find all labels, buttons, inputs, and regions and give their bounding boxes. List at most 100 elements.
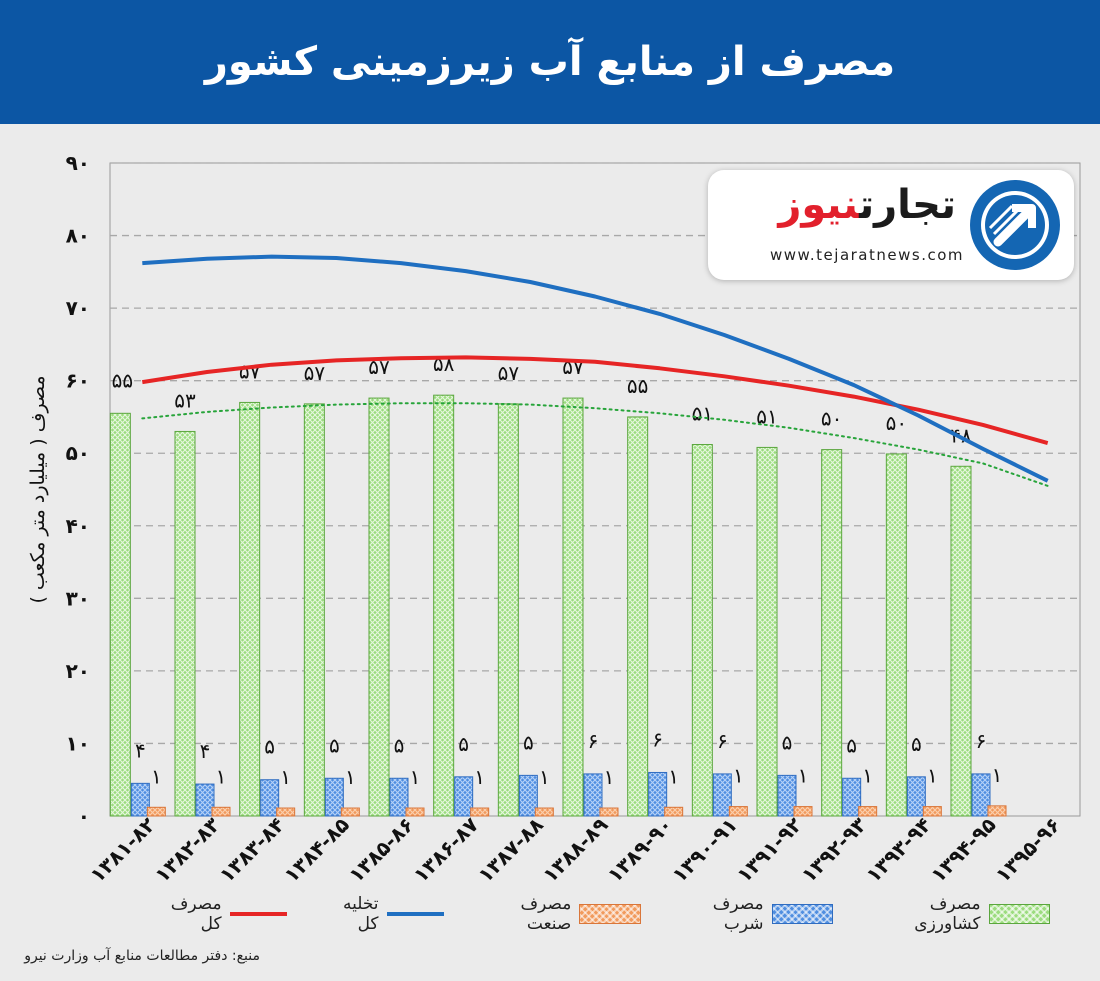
bar-drinking-data-label: ۵: [264, 735, 275, 759]
bar-industry-data-label: ۱: [216, 764, 227, 788]
x-tick-label: ۱۳۹۱-۹۲: [732, 813, 807, 888]
x-tick-label: ۱۳۸۳-۸۴: [215, 813, 290, 888]
bar-industry-data-label: ۱: [345, 765, 356, 789]
chart-legend: مصرف کشاورزی مصرف شرب مصرف صنعت تخلیه کل…: [150, 894, 1050, 934]
legend-swatch-agriculture: [988, 904, 1050, 924]
x-tick-label: ۱۳۹۲-۹۳: [797, 813, 872, 888]
y-tick-label: ۲۰: [66, 659, 90, 683]
x-tick-label: ۱۳۸۴-۸۵: [279, 813, 354, 888]
legend-label-total-use: مصرف کل: [170, 894, 222, 934]
bar-agriculture: [821, 449, 843, 817]
bar-agriculture-data-label: ۵۱: [692, 402, 713, 426]
bar-industry-data-label: ۱: [604, 765, 615, 789]
bar-agriculture: [303, 403, 325, 817]
legend-label-industry: مصرف صنعت: [520, 894, 572, 934]
bar-drinking-data-label: ۵: [394, 733, 405, 757]
legend-swatch-total-use: [229, 912, 288, 916]
x-tick-label: ۱۳۸۲-۸۳: [150, 813, 225, 888]
legend-item-industry: مصرف صنعت: [478, 894, 641, 934]
bar-drinking: [195, 783, 215, 817]
legend-label-total-discharge: تخلیه کل: [342, 894, 379, 934]
bar-industry: [470, 807, 490, 817]
logo-card: تجارتنیوز www.tejaratnews.com: [708, 170, 1074, 280]
bar-drinking: [389, 777, 409, 817]
bar-drinking: [777, 774, 797, 817]
bar-drinking: [454, 776, 474, 817]
bar-agriculture: [433, 394, 455, 817]
bar-agriculture-data-label: ۵۳: [174, 388, 196, 412]
legend-label-agriculture: مصرف کشاورزی: [914, 894, 981, 934]
bar-agriculture: [497, 403, 519, 817]
bar-agriculture: [109, 412, 131, 817]
bar-industry-data-label: ۱: [798, 764, 809, 788]
y-tick-label: ۱۰: [66, 731, 90, 755]
x-tick-label: ۱۳۸۷-۸۸: [473, 813, 548, 888]
bar-drinking-data-label: ۶: [588, 729, 599, 753]
bar-agriculture-data-label: ۵۷: [498, 361, 520, 385]
bar-drinking-data-label: ۵: [911, 732, 922, 756]
y-tick-label: ۷۰: [66, 296, 90, 320]
legend-swatch-industry: [579, 904, 641, 924]
x-tick-label: ۱۳۸۱-۸۲: [85, 813, 160, 888]
bar-industry: [276, 807, 296, 817]
bar-industry: [664, 806, 684, 817]
bar-industry: [858, 806, 878, 817]
bar-drinking-data-label: ۵: [329, 733, 340, 757]
bar-drinking-data-label: ۶: [652, 727, 663, 751]
bar-drinking: [648, 771, 668, 817]
bar-agriculture: [174, 430, 196, 817]
bar-industry-data-label: ۱: [927, 764, 938, 788]
bar-drinking-data-label: ۵: [458, 732, 469, 756]
bar-drinking: [518, 774, 538, 817]
bar-drinking: [130, 782, 150, 817]
x-tick-label: ۱۳۸۸-۸۹: [538, 813, 613, 888]
bar-industry: [728, 806, 748, 817]
bar-drinking-data-label: ۵: [846, 733, 857, 757]
bar-industry: [340, 807, 360, 817]
x-tick-label: ۱۳۹۴-۹۵: [926, 813, 1001, 888]
bar-drinking-data-label: ۶: [717, 729, 728, 753]
bar-agriculture: [885, 453, 907, 817]
legend-label-drinking: مصرف شرب: [712, 894, 764, 934]
source-note: منبع: دفتر مطالعات منابع آب وزارت نیرو: [24, 948, 260, 964]
bar-agriculture-data-label: ۵۰: [886, 411, 907, 435]
bar-agriculture: [627, 416, 649, 817]
bar-agriculture: [562, 397, 584, 817]
x-tick-label: ۱۳۹۳-۹۴: [861, 813, 936, 888]
bar-industry-data-label: ۱: [992, 763, 1003, 787]
bar-industry-data-label: ۱: [151, 764, 162, 788]
bar-industry-data-label: ۱: [539, 765, 550, 789]
bar-agriculture: [368, 397, 390, 817]
y-tick-label: ۰: [78, 804, 90, 828]
legend-item-total-discharge: تخلیه کل: [321, 894, 444, 934]
page-title: مصرف از منابع آب زیرزمینی کشور: [204, 39, 896, 85]
bar-industry-data-label: ۱: [474, 765, 485, 789]
bar-drinking: [324, 777, 344, 817]
bar-drinking-data-label: ۵: [523, 730, 534, 754]
bar-industry-data-label: ۱: [862, 764, 873, 788]
line-total-discharge: [142, 254, 1049, 483]
legend-swatch-drinking: [771, 904, 833, 924]
bar-drinking: [971, 773, 991, 817]
bar-drinking-data-label: ۵: [782, 730, 793, 754]
bar-drinking-data-label: ۴: [135, 738, 146, 762]
bar-industry-data-label: ۱: [280, 765, 291, 789]
bar-agriculture-data-label: ۵۵: [112, 368, 133, 392]
bar-agriculture-data-label: ۵۱: [756, 404, 777, 428]
bar-agriculture: [950, 465, 972, 817]
y-tick-label: ۸۰: [66, 224, 90, 248]
bar-industry: [599, 807, 619, 817]
x-tick-label: ۱۳۸۵-۸۶: [344, 813, 419, 888]
x-tick-label: ۱۳۹۵-۹۶: [991, 813, 1066, 888]
bar-drinking: [842, 777, 862, 817]
bar-agriculture-data-label: ۵۵: [627, 374, 648, 398]
bar-drinking: [583, 773, 603, 817]
bar-drinking: [906, 776, 926, 817]
legend-item-total-use: مصرف کل: [150, 894, 288, 934]
bar-drinking-data-label: ۶: [976, 729, 987, 753]
x-tick-label: ۱۳۸۹-۹۰: [603, 813, 678, 888]
legend-item-drinking: مصرف شرب: [675, 894, 833, 934]
logo-mark-icon: [970, 180, 1060, 270]
bar-drinking: [712, 773, 732, 817]
bar-drinking-data-label: ۴: [200, 739, 211, 763]
